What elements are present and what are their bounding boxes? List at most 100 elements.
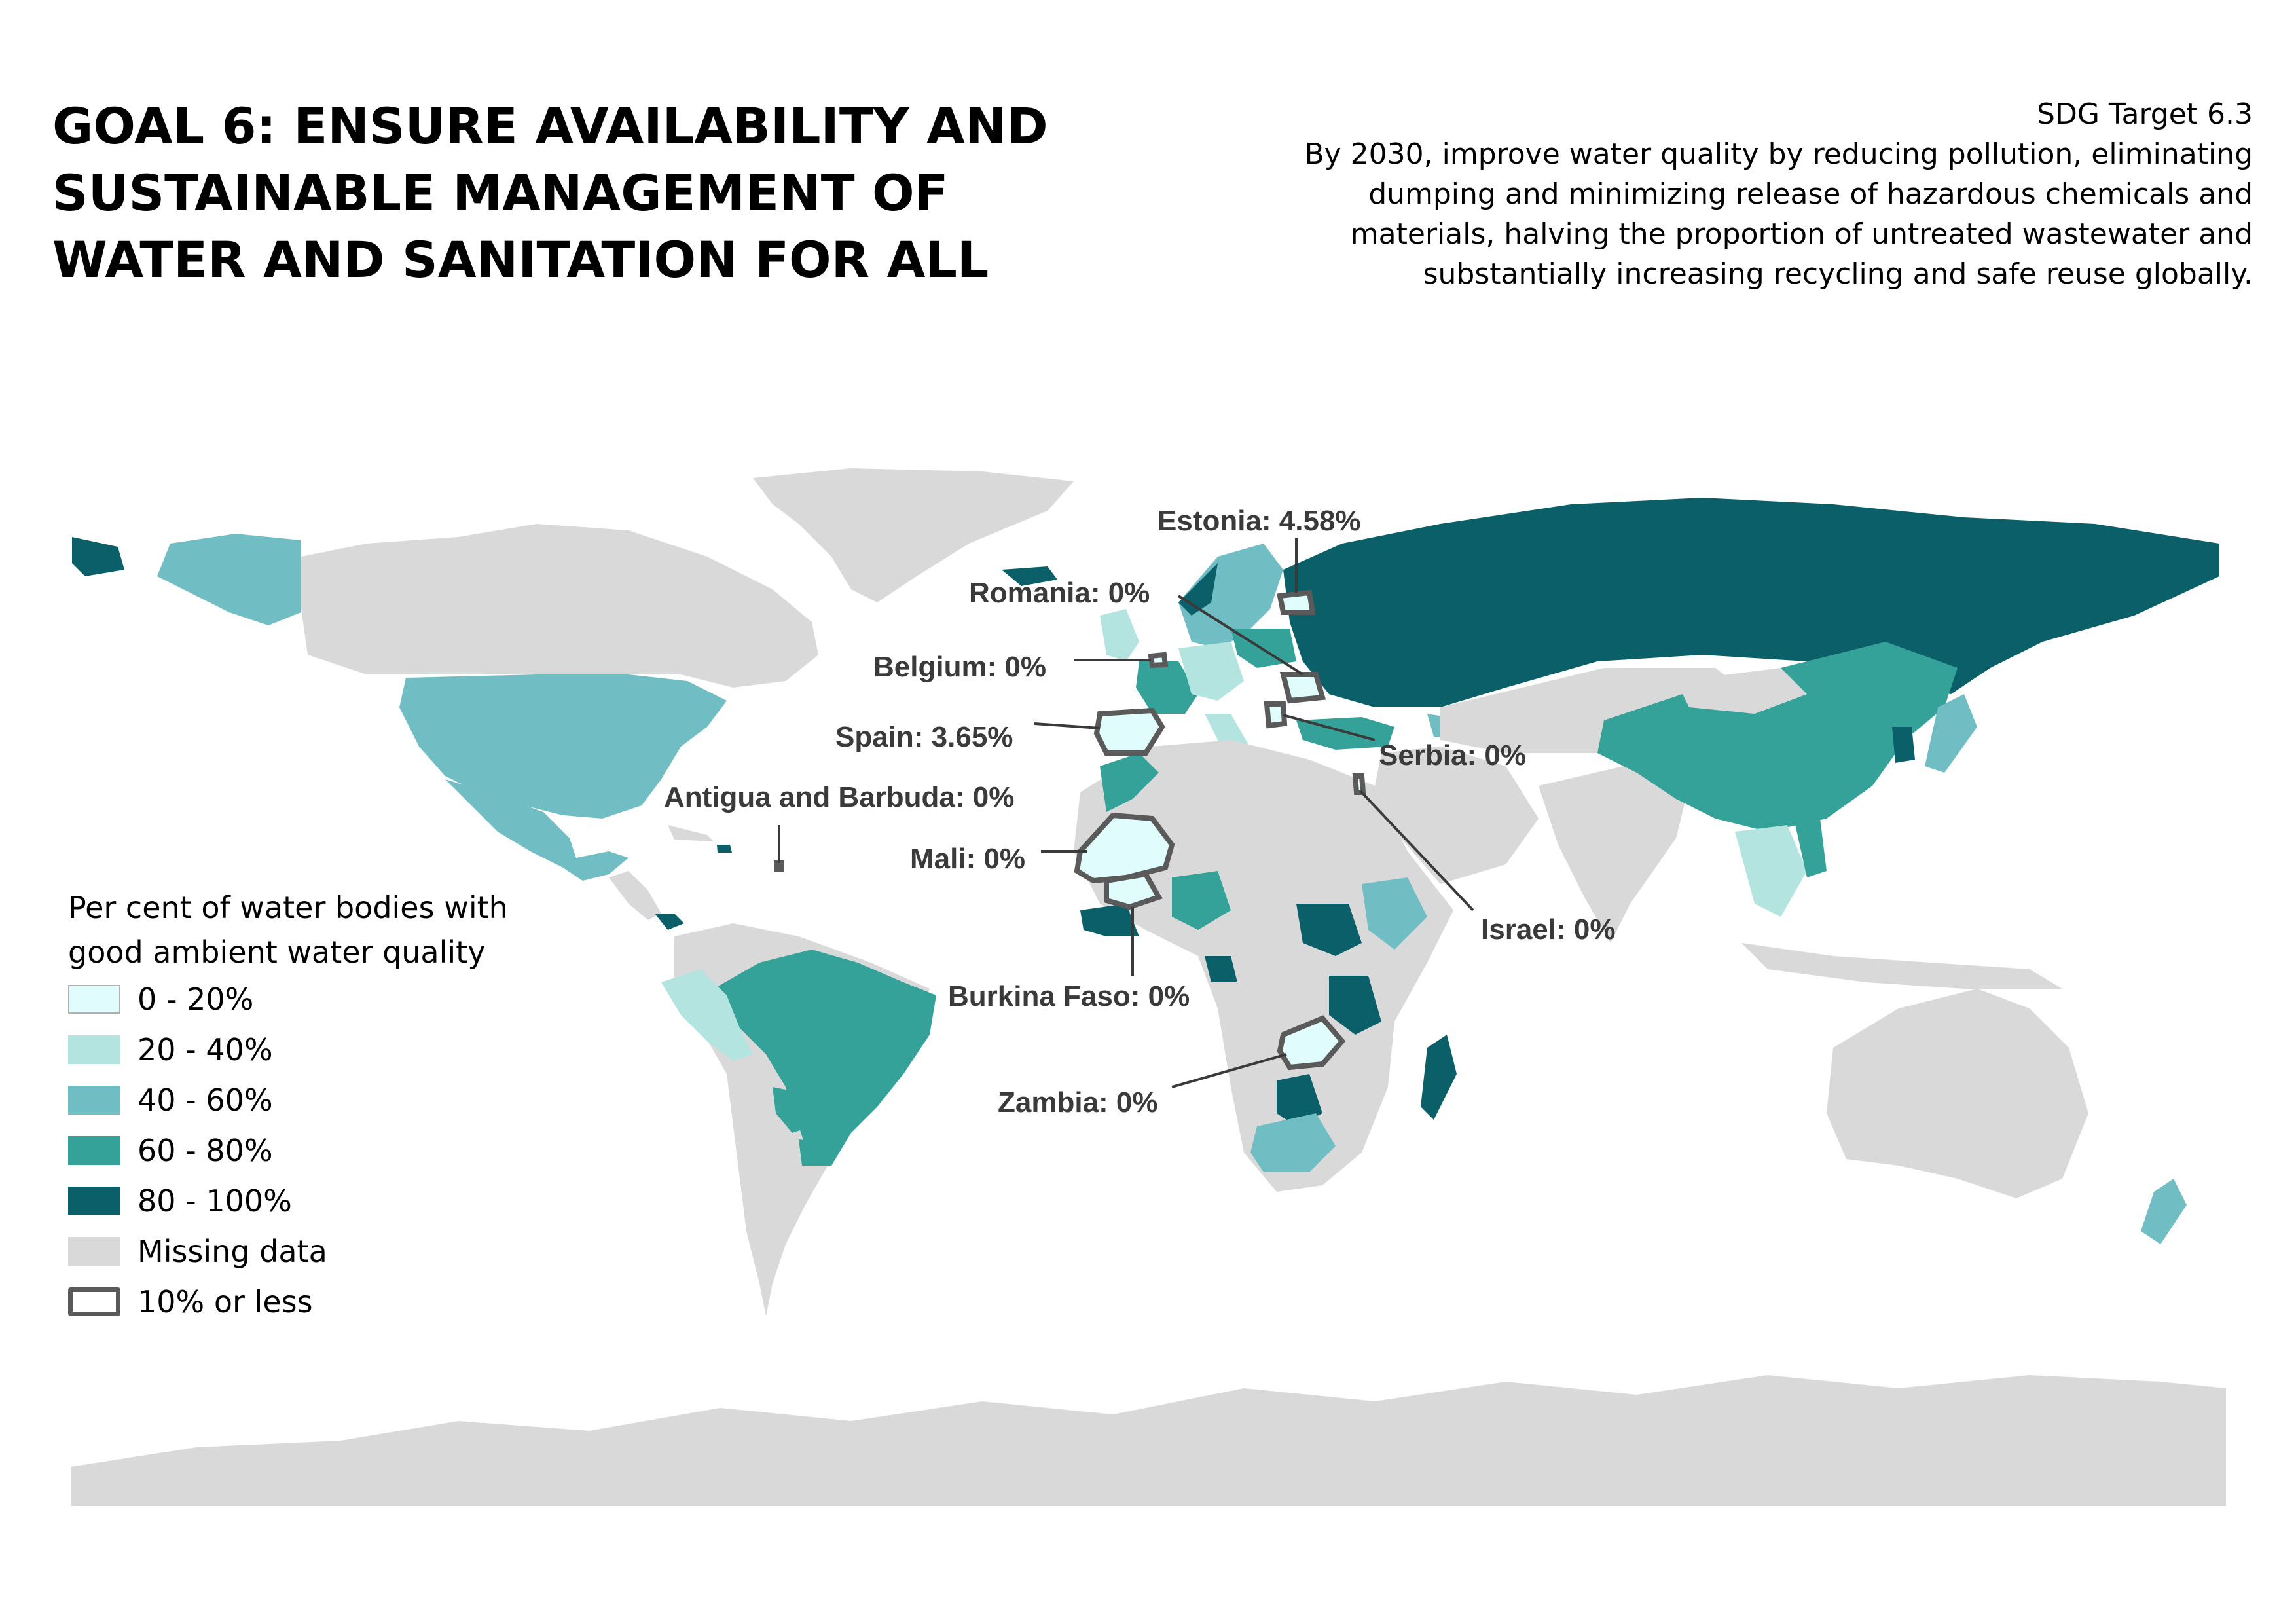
- france: [1136, 661, 1198, 714]
- sudan-uganda: [1296, 904, 1362, 956]
- legend-item-20-40: 20 - 40%: [68, 1032, 273, 1067]
- burkina-faso-label: Burkina Faso: 0%: [948, 980, 1190, 1012]
- legend-item-0-20: 0 - 20%: [68, 982, 254, 1017]
- vietnam: [1794, 819, 1827, 877]
- romania-leader: [1177, 595, 1304, 676]
- spain-outline: [1093, 707, 1165, 756]
- antarctica: [71, 1375, 2226, 1506]
- russia: [1283, 498, 2219, 707]
- alaska: [157, 534, 301, 625]
- legend-item-missing: Missing data: [68, 1234, 327, 1269]
- scandinavia: [1178, 544, 1283, 648]
- nigeria: [1172, 871, 1231, 930]
- new-zealand: [2141, 1179, 2187, 1244]
- mexico: [445, 779, 629, 881]
- korea: [1892, 727, 1915, 763]
- antigua-outline: [774, 860, 784, 872]
- costa-rica-panama: [655, 913, 684, 930]
- chukotka: [72, 537, 124, 576]
- india: [1539, 766, 1689, 943]
- zambia-leader: [1171, 1053, 1287, 1088]
- legend-item-40-60: 40 - 60%: [68, 1082, 273, 1118]
- legend-swatch-60-80: [68, 1136, 120, 1165]
- legend-item-60-80: 60 - 80%: [68, 1133, 273, 1168]
- dominican-republic: [717, 845, 732, 853]
- legend-swatch-40-60: [68, 1086, 120, 1115]
- legend-label-20-40: 20 - 40%: [137, 1032, 273, 1067]
- target-line-4: substantially increasing recycling and s…: [1423, 257, 2253, 291]
- central-america: [609, 871, 661, 920]
- israel-leader: [1359, 790, 1474, 912]
- canada: [301, 524, 818, 688]
- legend-label-60-80: 60 - 80%: [137, 1133, 273, 1168]
- legend-title-line-1: Per cent of water bodies with: [68, 890, 508, 925]
- legend-swatch-20-40: [68, 1035, 120, 1064]
- belgium-outline: [1148, 652, 1169, 669]
- uk: [1100, 609, 1139, 661]
- romania-label: Romania: 0%: [969, 577, 1150, 609]
- serbia-label: Serbia: 0%: [1379, 739, 1526, 771]
- legend-title: Per cent of water bodies with good ambie…: [68, 885, 508, 974]
- legend-swatch-0-20: [68, 985, 120, 1014]
- burkina-faso-outline: [1104, 871, 1163, 910]
- japan: [1925, 694, 1977, 773]
- brazil: [714, 950, 936, 1166]
- caribbean-islands: [668, 825, 714, 841]
- estonia-label: Estonia: 4.58%: [1157, 505, 1361, 537]
- target-line-2: dumping and minimizing release of hazard…: [1368, 177, 2253, 211]
- spain-label: Spain: 3.65%: [835, 721, 1013, 753]
- serbia-outline: [1264, 701, 1288, 729]
- israel-outline: [1352, 773, 1366, 795]
- map-title: GOAL 6: ENSURE AVAILABILITY AND SUSTAINA…: [52, 93, 1165, 293]
- target-line-1: By 2030, improve water quality by reduci…: [1304, 138, 2253, 171]
- romania-outline: [1279, 672, 1326, 704]
- legend-swatch-outline: [68, 1287, 120, 1316]
- peru: [661, 969, 753, 1061]
- target-line-3: materials, halving the proportion of unt…: [1350, 217, 2253, 251]
- ethiopia-kenya: [1362, 877, 1427, 950]
- botswana-zimbabwe: [1277, 1074, 1322, 1126]
- morocco: [1100, 753, 1159, 812]
- sdg-target-label: SDG Target 6.3: [2037, 98, 2253, 131]
- south-africa: [1250, 1113, 1336, 1172]
- mali-outline: [1074, 812, 1175, 884]
- legend-label-80-100: 80 - 100%: [137, 1183, 292, 1219]
- title-line-3: WATER AND SANITATION FOR ALL: [52, 231, 989, 289]
- usa: [399, 674, 727, 819]
- australia: [1827, 989, 2088, 1198]
- zambia-outline: [1277, 1015, 1346, 1071]
- legend-label-outline: 10% or less: [137, 1284, 313, 1320]
- indonesia: [1741, 943, 2062, 989]
- tanzania: [1329, 976, 1381, 1035]
- spain-leader: [1034, 722, 1101, 729]
- gabon-congo: [1205, 956, 1237, 982]
- title-line-2: SUSTAINABLE MANAGEMENT OF: [52, 164, 949, 222]
- mali-label: Mali: 0%: [910, 843, 1025, 875]
- uruguay: [799, 1139, 825, 1166]
- estonia-outline: [1277, 589, 1316, 615]
- legend-item-80-100: 80 - 100%: [68, 1183, 292, 1219]
- iceland: [1002, 566, 1057, 586]
- legend-label-40-60: 40 - 60%: [137, 1082, 273, 1118]
- serbia-leader: [1283, 714, 1376, 741]
- belgium-label: Belgium: 0%: [873, 651, 1046, 683]
- legend-label-missing: Missing data: [137, 1234, 327, 1269]
- southeast-asia: [1735, 825, 1807, 917]
- madagascar: [1421, 1035, 1457, 1120]
- israel-label: Israel: 0%: [1481, 913, 1615, 946]
- map-legend: Per cent of water bodies with good ambie…: [68, 885, 508, 1320]
- china: [1597, 642, 1958, 832]
- antigua-label: Antigua and Barbuda: 0%: [664, 781, 1014, 813]
- sdg-target-text: SDG Target 6.3 By 2030, improve water qu…: [1140, 94, 2253, 294]
- legend-item-outline: 10% or less: [68, 1284, 313, 1320]
- title-line-1: GOAL 6: ENSURE AVAILABILITY AND: [52, 97, 1048, 155]
- legend-title-line-2: good ambient water quality: [68, 934, 486, 970]
- germany-central: [1178, 642, 1244, 701]
- zambia-label: Zambia: 0%: [998, 1086, 1158, 1118]
- legend-label-0-20: 0 - 20%: [137, 982, 254, 1017]
- paraguay: [773, 1087, 812, 1133]
- legend-swatch-80-100: [68, 1187, 120, 1215]
- legend-swatch-missing: [68, 1237, 120, 1266]
- mongolia: [1676, 668, 1807, 714]
